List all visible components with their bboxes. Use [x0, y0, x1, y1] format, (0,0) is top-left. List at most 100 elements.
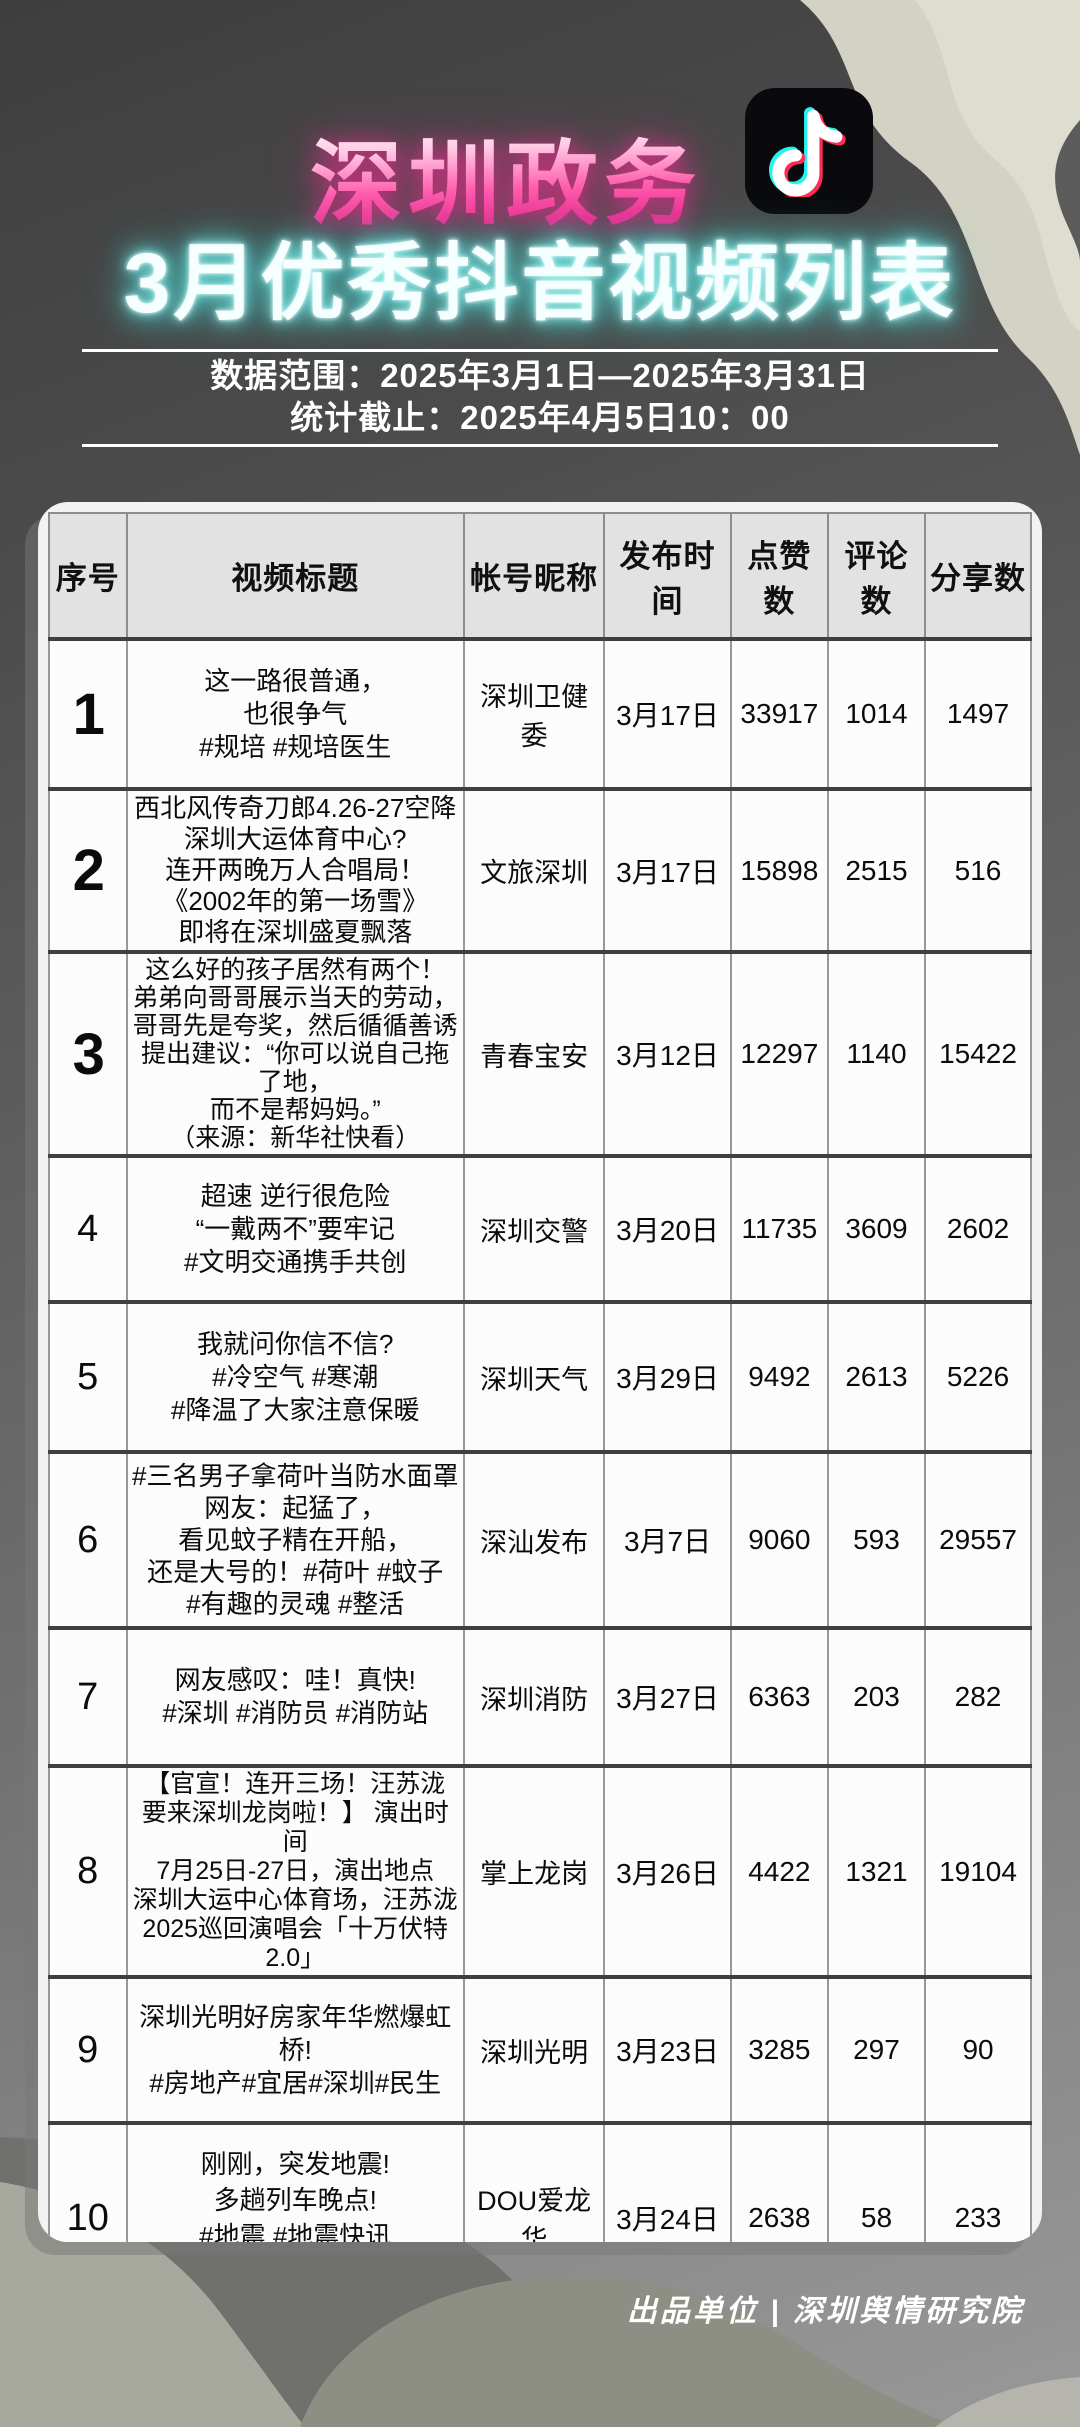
comments-cell: 58 — [826, 2121, 927, 2242]
page-title-line1-wrap: 深圳政务 — [0, 110, 1080, 243]
table-row: 9 深圳光明好房家年华燃爆虹桥! #房地产#宜居#深圳#民生 深圳光明 3月23… — [48, 1975, 1032, 2125]
col-header-comments: 评论数 — [826, 512, 927, 641]
video-title-cell: 我就问你信不信? #冷空气 #寒潮 #降温了大家注意保暖 — [125, 1300, 465, 1454]
comments-cell: 2613 — [826, 1300, 927, 1454]
rank-cell: 7 — [48, 1626, 128, 1768]
account-cell: 深圳消防 — [462, 1626, 606, 1768]
likes-cell: 9492 — [729, 1300, 829, 1454]
account-cell: 掌上龙岗 — [462, 1764, 606, 1979]
account-cell: DOU爱龙华 — [462, 2121, 606, 2242]
banner-divider-bottom — [82, 444, 998, 447]
likes-cell: 9060 — [729, 1450, 829, 1630]
comments-cell: 1140 — [826, 950, 927, 1158]
rank-cell: 10 — [48, 2121, 128, 2242]
table-row: 3 这么好的孩子居然有两个！ 弟弟向哥哥展示当天的劳动， 哥哥先是夸奖，然后循循… — [48, 950, 1032, 1158]
rank-cell: 5 — [48, 1300, 128, 1454]
rank-cell: 6 — [48, 1450, 128, 1630]
likes-cell: 4422 — [729, 1764, 829, 1979]
page-title-line1: 深圳政务 — [310, 110, 702, 243]
date-cell: 3月24日 — [603, 2121, 732, 2242]
video-title-cell: 这一路很普通， 也很争气 #规培 #规培医生 — [125, 637, 465, 791]
comments-cell: 297 — [826, 1975, 927, 2125]
col-header-title: 视频标题 — [125, 512, 465, 641]
table-row: 6 #三名男子拿荷叶当防水面罩 网友：起猛了， 看见蚊子精在开船， 还是大号的！… — [48, 1450, 1032, 1630]
account-cell: 文旅深圳 — [462, 787, 606, 954]
video-title-cell: 超速 逆行很危险 “一戴两不”要牢记 #文明交通携手共创 — [125, 1154, 465, 1304]
account-cell: 深汕发布 — [462, 1450, 606, 1630]
shares-cell: 233 — [924, 2121, 1032, 2242]
producer-credit: 出品单位 | 深圳舆情研究院 — [626, 2295, 1024, 2328]
shares-cell: 15422 — [924, 950, 1032, 1158]
table-row: 2 西北风传奇刀郎4.26-27空降 深圳大运体育中心? 连开两晚万人合唱局！ … — [48, 787, 1032, 954]
account-cell: 深圳卫健委 — [462, 637, 606, 791]
likes-cell: 33917 — [729, 637, 829, 791]
shares-cell: 2602 — [924, 1154, 1032, 1304]
date-cell: 3月27日 — [603, 1626, 732, 1768]
account-cell: 深圳交警 — [462, 1154, 606, 1304]
video-title-cell: 深圳光明好房家年华燃爆虹桥! #房地产#宜居#深圳#民生 — [125, 1975, 465, 2125]
shares-cell: 29557 — [924, 1450, 1032, 1630]
table-header-row: 序号 视频标题 帐号昵称 发布时间 点赞数 评论数 分享数 — [48, 512, 1032, 641]
shares-cell: 19104 — [924, 1764, 1032, 1979]
rank-cell: 3 — [48, 950, 128, 1158]
shares-cell: 1497 — [924, 637, 1032, 791]
shares-cell: 90 — [924, 1975, 1032, 2125]
table-row: 5 我就问你信不信? #冷空气 #寒潮 #降温了大家注意保暖 深圳天气 3月29… — [48, 1300, 1032, 1454]
shares-cell: 282 — [924, 1626, 1032, 1768]
table-row: 7 网友感叹：哇！真快! #深圳 #消防员 #消防站 深圳消防 3月27日 63… — [48, 1626, 1032, 1768]
comments-cell: 1321 — [826, 1764, 927, 1979]
date-cell: 3月23日 — [603, 1975, 732, 2125]
date-cell: 3月17日 — [603, 787, 732, 954]
rank-cell: 9 — [48, 1975, 128, 2125]
comments-cell: 593 — [826, 1450, 927, 1630]
page-title-line2: 3月优秀抖音视频列表 — [123, 236, 957, 330]
banner-divider-top — [82, 349, 998, 352]
table-row: 1 这一路很普通， 也很争气 #规培 #规培医生 深圳卫健委 3月17日 339… — [48, 637, 1032, 791]
date-cell: 3月20日 — [603, 1154, 732, 1304]
date-cell: 3月17日 — [603, 637, 732, 791]
col-header-likes: 点赞数 — [729, 512, 829, 641]
banner-stats-cutoff: 统计截止：2025年4月5日10：00 — [290, 399, 790, 436]
rank-cell: 8 — [48, 1764, 128, 1979]
comments-cell: 2515 — [826, 787, 927, 954]
comments-cell: 3609 — [826, 1154, 927, 1304]
col-header-shares: 分享数 — [924, 512, 1032, 641]
comments-cell: 1014 — [826, 637, 927, 791]
banner: 数据范围：2025年3月1日—2025年3月31日 统计截止：2025年4月5日… — [0, 355, 1080, 439]
date-cell: 3月7日 — [603, 1450, 732, 1630]
date-cell: 3月12日 — [603, 950, 732, 1158]
likes-cell: 11735 — [729, 1154, 829, 1304]
rank-cell: 1 — [48, 637, 128, 791]
table-row: 10 刚刚，突发地震! 多趟列车晚点! #地震 #地震快讯 #西藏地震 #林芝市… — [48, 2121, 1032, 2242]
page-title-line2-wrap: 3月优秀抖音视频列表 — [0, 216, 1080, 337]
video-title-cell: 网友感叹：哇！真快! #深圳 #消防员 #消防站 — [125, 1626, 465, 1768]
video-title-cell: 西北风传奇刀郎4.26-27空降 深圳大运体育中心? 连开两晚万人合唱局！ 《2… — [125, 787, 465, 954]
video-title-cell: 【官宣！连开三场！汪苏泷 要来深圳龙岗啦！】 演出时间 7月25日-27日，演出… — [125, 1764, 465, 1979]
shares-cell: 516 — [924, 787, 1032, 954]
likes-cell: 3285 — [729, 1975, 829, 2125]
account-cell: 深圳天气 — [462, 1300, 606, 1454]
col-header-account: 帐号昵称 — [462, 512, 606, 641]
video-ranking-table: 序号 视频标题 帐号昵称 发布时间 点赞数 评论数 分享数 1 这一路很普通， … — [48, 512, 1032, 2242]
col-header-date: 发布时间 — [603, 512, 732, 641]
date-cell: 3月29日 — [603, 1300, 732, 1454]
table-row: 4 超速 逆行很危险 “一戴两不”要牢记 #文明交通携手共创 深圳交警 3月20… — [48, 1154, 1032, 1304]
banner-date-range: 数据范围：2025年3月1日—2025年3月31日 — [210, 357, 870, 394]
likes-cell: 6363 — [729, 1626, 829, 1768]
video-title-cell: 刚刚，突发地震! 多趟列车晚点! #地震 #地震快讯 #西藏地震 #林芝市 — [125, 2121, 465, 2242]
likes-cell: 12297 — [729, 950, 829, 1158]
date-cell: 3月26日 — [603, 1764, 732, 1979]
video-title-cell: #三名男子拿荷叶当防水面罩 网友：起猛了， 看见蚊子精在开船， 还是大号的！#荷… — [125, 1450, 465, 1630]
shares-cell: 5226 — [924, 1300, 1032, 1454]
rank-cell: 4 — [48, 1154, 128, 1304]
col-header-rank: 序号 — [48, 512, 128, 641]
douyin-music-note-icon — [769, 107, 846, 197]
video-title-cell: 这么好的孩子居然有两个！ 弟弟向哥哥展示当天的劳动， 哥哥先是夸奖，然后循循善诱… — [125, 950, 465, 1158]
table-row: 8 【官宣！连开三场！汪苏泷 要来深圳龙岗啦！】 演出时间 7月25日-27日，… — [48, 1764, 1032, 1979]
rank-cell: 2 — [48, 787, 128, 954]
account-cell: 深圳光明 — [462, 1975, 606, 2125]
account-cell: 青春宝安 — [462, 950, 606, 1158]
video-table-card: 序号 视频标题 帐号昵称 发布时间 点赞数 评论数 分享数 1 这一路很普通， … — [38, 502, 1042, 2242]
comments-cell: 203 — [826, 1626, 927, 1768]
likes-cell: 2638 — [729, 2121, 829, 2242]
